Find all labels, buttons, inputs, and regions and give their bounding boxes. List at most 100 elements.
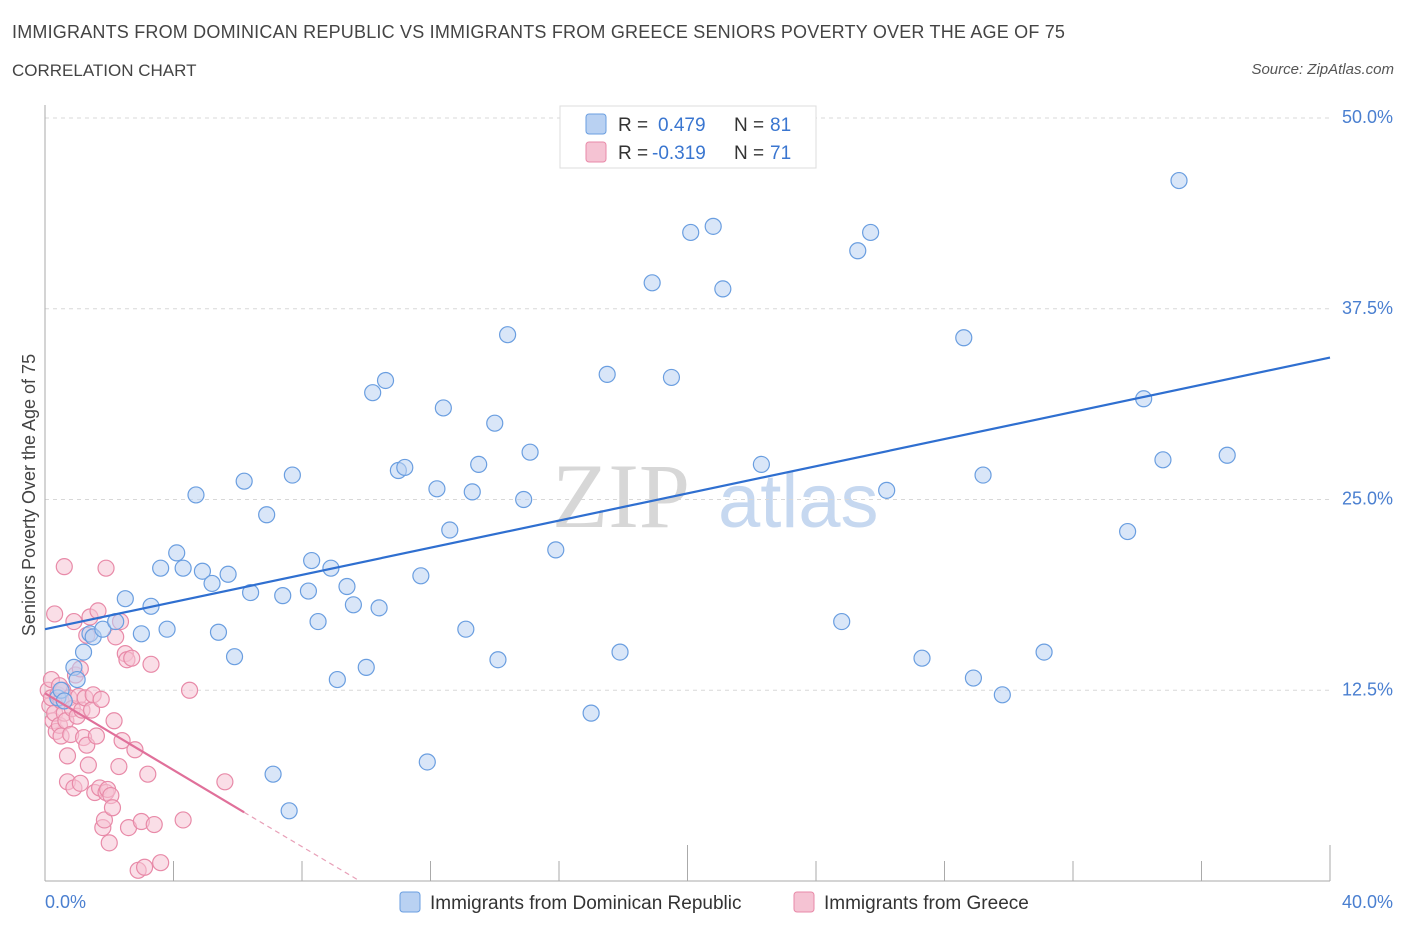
legend-r-label-dominican: R = [618,115,648,136]
data-point-greece [79,756,97,774]
data-point-dominican [499,326,517,344]
data-point-greece [180,681,199,699]
bottom-legend: Immigrants from Dominican Republic Immig… [399,891,1029,914]
data-point-greece [97,559,115,577]
y-tick-label: 37.5% [1342,298,1393,318]
data-point-dominican [457,620,475,638]
trendlines [44,356,1331,882]
data-point-greece [174,811,192,829]
data-point-dominican [187,486,205,504]
data-point-greece [58,747,77,765]
data-point-dominican [964,669,983,687]
data-point-dominican [376,371,395,390]
series-dominican-points [49,171,1236,820]
data-point-dominican [283,466,301,484]
data-point-dominican [412,567,430,585]
data-point-dominican [396,458,414,477]
legend-swatch-dominican [585,113,607,135]
data-point-greece [135,858,154,876]
data-point-greece [123,649,141,667]
data-point-dominican [434,399,452,417]
data-point-greece [145,815,163,834]
data-point-dominican [515,490,533,509]
data-point-dominican [344,596,362,614]
legend-r-value-greece: -0.319 [652,143,706,164]
legend-r-label-greece: R = [618,143,648,164]
data-point-greece [71,774,89,792]
data-point-greece [142,655,160,673]
data-point-dominican [521,443,539,461]
data-point-dominican [682,223,700,242]
data-point-greece [46,605,64,623]
data-point-dominican [193,562,212,580]
data-point-dominican [357,658,375,676]
data-point-dominican [299,582,318,600]
data-point-dominican [1170,171,1188,190]
data-point-dominican [486,414,504,432]
data-point-dominican [174,559,192,577]
data-point-dominican [74,643,93,661]
data-point-dominican [280,802,298,820]
data-point-dominican [993,686,1011,704]
bottom-legend-label-dominican: Immigrants from Dominican Republic [430,893,742,914]
data-point-greece [105,712,123,730]
data-point-dominican [582,704,600,722]
data-point-dominican [862,223,880,242]
data-point-dominican [303,551,321,570]
legend-n-label-greece: N = [734,143,764,164]
trendline-greece [44,692,245,814]
data-point-dominican [1035,643,1053,661]
data-point-dominican [132,625,150,643]
data-point-dominican [94,620,112,638]
data-point-greece [110,757,128,776]
data-point-dominican [274,587,292,605]
data-point-dominican [158,620,176,638]
top-legend: R = 0.479 N = 81 R = -0.319 N = 71 [559,105,817,169]
legend-n-value-greece: 71 [770,143,791,164]
data-point-dominican [428,480,446,498]
data-point-greece [100,834,118,852]
data-point-dominican [489,651,507,669]
data-point-dominican [328,670,346,689]
y-tick-label: 12.5% [1342,679,1393,699]
data-point-dominican [1154,451,1172,469]
data-point-dominican [225,648,244,666]
data-point-dominican [235,472,253,490]
data-point-dominican [878,481,896,499]
data-point-dominican [203,574,221,593]
data-point-greece [216,773,234,791]
data-point-dominican [219,565,237,583]
data-point-dominican [1218,446,1236,464]
data-point-dominican [258,506,276,524]
data-point-greece [139,765,157,783]
y-tick-label: 25.0% [1342,489,1393,509]
data-point-dominican [338,577,356,596]
data-point-dominican [833,612,851,631]
data-point-dominican [643,274,661,292]
data-point-dominican [598,365,616,383]
series-greece-points [39,558,234,879]
watermark: ZIP atlas [552,445,879,547]
bottom-legend-label-greece: Immigrants from Greece [824,893,1029,914]
data-point-dominican [370,599,388,617]
data-point-dominican [441,521,459,539]
data-point-dominican [704,217,722,235]
chart-title: IMMIGRANTS FROM DOMINICAN REPUBLIC VS IM… [12,22,1066,42]
legend-swatch-greece [585,141,607,163]
data-point-greece [87,727,106,745]
data-point-dominican [309,612,327,631]
legend-n-value-dominican: 81 [770,115,791,136]
data-point-dominican [168,544,186,562]
data-point-dominican [752,455,770,474]
data-point-dominican [463,483,481,501]
data-point-dominican [1119,522,1137,541]
watermark-zip: ZIP [552,445,690,547]
data-point-dominican [714,280,732,298]
y-tick-label: 50.0% [1342,107,1393,127]
data-point-dominican [418,753,436,771]
x-tick-label-min: 0.0% [45,892,86,912]
data-point-dominican [849,242,867,260]
data-point-greece [95,811,114,829]
data-point-dominican [611,643,629,661]
